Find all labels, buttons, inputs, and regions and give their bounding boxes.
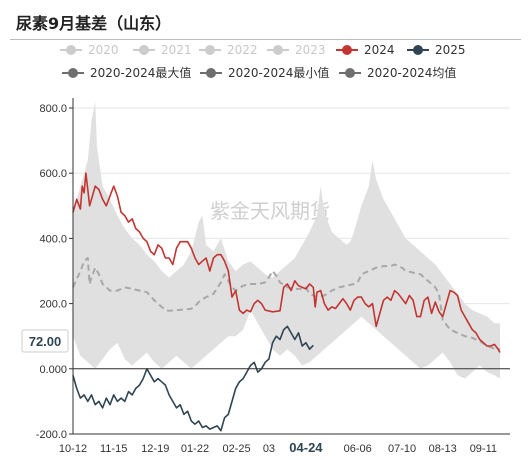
legend-item-2025[interactable]: 2025 — [407, 43, 466, 57]
legend-item-2022[interactable]: 2022 — [199, 43, 258, 57]
legend-item-2020-2024[interactable]: 2020-2024最小值 — [200, 65, 329, 80]
legend-item-2024[interactable]: 2024 — [336, 43, 395, 57]
legend-label: 2022 — [227, 43, 258, 57]
x-tick-label: 08-13 — [429, 443, 457, 455]
page-title: 尿素9月基差（山东） — [16, 14, 172, 33]
cursor-value-text: 72.00 — [29, 334, 62, 349]
legend-label: 2024 — [364, 43, 395, 57]
legend-label: 2023 — [295, 43, 326, 57]
legend-label: 2020-2024最大值 — [90, 65, 191, 80]
x-tick-label: 11-15 — [100, 443, 127, 455]
axes: -200.0 0.000 200.0 400.0 600.0 800.0 10-12 11-1… — [36, 98, 510, 455]
legend-label: 2020-2024最小值 — [228, 65, 329, 80]
legend-marker-icon — [342, 45, 352, 55]
y-tick-label: 200.0 — [39, 299, 67, 311]
y-tick-label: 800.0 — [39, 103, 67, 115]
legend-marker-icon — [345, 68, 355, 78]
legend-item-2020-2024[interactable]: 2020-2024最大值 — [62, 65, 191, 80]
legend-marker-icon — [66, 45, 76, 55]
x-tick-label: 03 — [263, 443, 275, 455]
legend: 2020 2021 2022 2023 2024 2025 2020-2024最大值 2020… — [60, 43, 466, 80]
legend-label: 2021 — [161, 43, 192, 57]
legend-item-2020[interactable]: 2020 — [60, 43, 119, 57]
series-line-2024 — [72, 172, 501, 353]
legend-label: 2020-2024均值 — [367, 65, 456, 80]
legend-item-2021[interactable]: 2021 — [133, 43, 192, 57]
y-tick-label: -200.0 — [36, 429, 67, 441]
x-tick-label: 09-11 — [470, 443, 497, 455]
x-tick-label: 04-24 — [289, 440, 323, 455]
watermark: 紫金天风期货 — [210, 199, 330, 223]
y-tick-label: 400.0 — [39, 233, 67, 245]
max-min-band — [73, 101, 500, 379]
legend-item-2020-2024[interactable]: 2020-2024均值 — [339, 65, 456, 80]
x-tick-label: 10-12 — [59, 443, 87, 455]
y-tick-label: 600.0 — [39, 168, 67, 180]
x-tick-label: 06-06 — [344, 443, 372, 455]
series-line-2025 — [72, 325, 314, 432]
legend-item-2023[interactable]: 2023 — [267, 43, 326, 57]
legend-marker-icon — [206, 68, 216, 78]
legend-marker-icon — [205, 45, 215, 55]
legend-marker-icon — [139, 45, 149, 55]
series-line-avg — [72, 257, 501, 351]
x-tick-label: 07-10 — [388, 443, 416, 455]
legend-label: 2025 — [435, 43, 466, 57]
x-tick-label: 12-19 — [141, 443, 169, 455]
legend-marker-icon — [273, 45, 283, 55]
cursor-value-badge: 72.00 — [21, 329, 69, 353]
series-group — [72, 101, 501, 432]
cursor-value-box — [21, 329, 69, 353]
legend-label: 2020 — [88, 43, 119, 57]
legend-marker-icon — [413, 45, 423, 55]
legend-marker-icon — [68, 68, 78, 78]
title-divider — [10, 39, 521, 40]
x-tick-label: 01-22 — [181, 443, 209, 455]
y-tick-label: 0.000 — [39, 364, 67, 376]
x-tick-label: 02-25 — [223, 443, 251, 455]
